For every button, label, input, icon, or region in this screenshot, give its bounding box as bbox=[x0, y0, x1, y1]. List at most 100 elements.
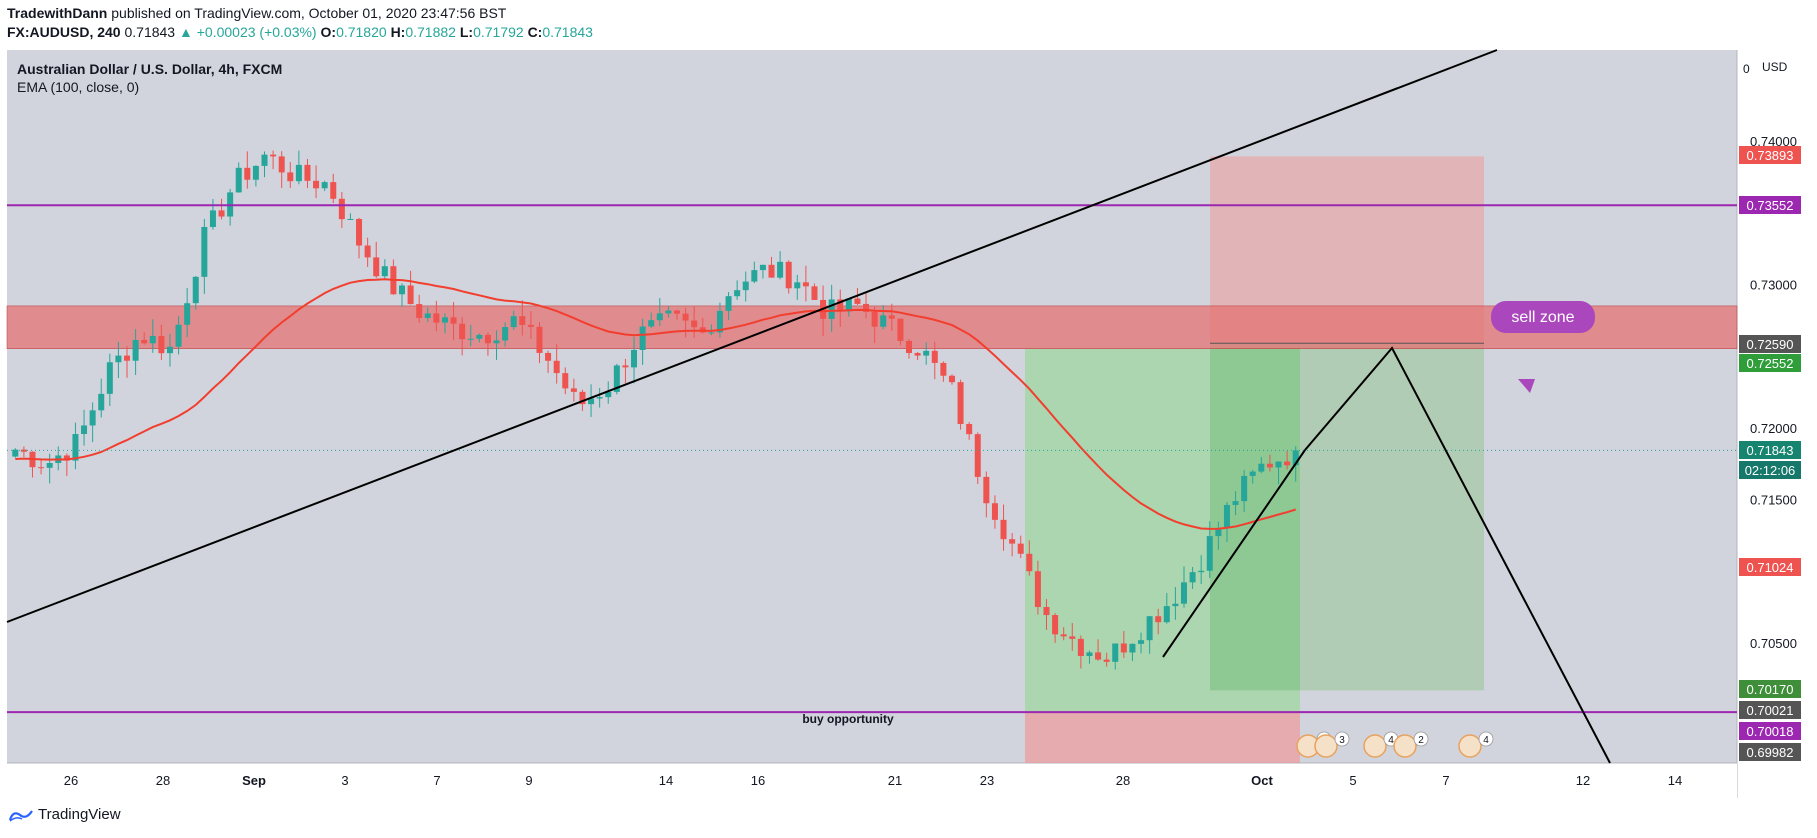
publish-line: TradewithDann published on TradingView.c… bbox=[7, 4, 1807, 23]
event-flag-icon[interactable] bbox=[1458, 734, 1482, 758]
close-label: C: bbox=[527, 24, 543, 40]
candle-body bbox=[631, 349, 638, 368]
x-tick-label-8: 21 bbox=[888, 773, 902, 788]
price-tag bbox=[1739, 335, 1801, 353]
candle-body bbox=[734, 290, 741, 297]
candle-body bbox=[725, 296, 732, 311]
author-name[interactable]: TradewithDann bbox=[7, 5, 108, 21]
price-tag-label: 0.72552 bbox=[1747, 356, 1794, 371]
candle-body bbox=[1103, 659, 1110, 662]
x-tick-label-2: Sep bbox=[242, 773, 266, 788]
candle-body bbox=[931, 350, 938, 363]
candle-body bbox=[837, 299, 844, 312]
candle-body bbox=[940, 362, 947, 376]
symbol-label: FX:AUDUSD, 240 bbox=[7, 24, 121, 40]
instrument-title: Australian Dollar / U.S. Dollar, 4h, FXC… bbox=[17, 61, 283, 77]
candle-body bbox=[613, 365, 620, 392]
price-tag bbox=[1739, 196, 1801, 214]
candle-body bbox=[12, 449, 19, 457]
candle-body bbox=[175, 324, 182, 347]
candle-body bbox=[1258, 463, 1265, 472]
candle-body bbox=[1129, 643, 1136, 653]
time-axis[interactable] bbox=[7, 763, 1737, 798]
candle-body bbox=[991, 503, 998, 520]
price-tag bbox=[1739, 354, 1801, 372]
candle-body bbox=[115, 355, 122, 363]
buy-opportunity-label: buy opportunity bbox=[802, 712, 894, 726]
candle-body bbox=[639, 326, 646, 350]
short-trendline[interactable] bbox=[1162, 449, 1306, 658]
price-tag-label: 0.70170 bbox=[1747, 682, 1794, 697]
candle-body bbox=[201, 226, 208, 277]
x-tick-label-9: 23 bbox=[980, 773, 994, 788]
candle-body bbox=[1138, 640, 1145, 644]
candle-body bbox=[450, 317, 457, 324]
candle-body bbox=[716, 310, 723, 333]
candle-body bbox=[1284, 461, 1291, 466]
candle-body bbox=[708, 332, 715, 334]
candle-body bbox=[665, 310, 672, 314]
long-trendline[interactable] bbox=[6, 49, 1498, 623]
last-price: 0.71843 bbox=[124, 24, 176, 40]
candle-body bbox=[381, 266, 388, 277]
candle-body bbox=[158, 335, 165, 354]
candle-body bbox=[1120, 643, 1127, 653]
price-tag-label: 0.72590 bbox=[1747, 337, 1794, 352]
candle-body bbox=[89, 410, 96, 426]
ema-line[interactable] bbox=[15, 278, 1296, 530]
low-label: L: bbox=[459, 24, 474, 40]
tradingview-brand[interactable]: TradingView bbox=[38, 806, 121, 823]
price-scale[interactable] bbox=[1737, 50, 1817, 798]
candle-body bbox=[235, 167, 242, 193]
candle-body bbox=[459, 323, 466, 340]
candle-body bbox=[828, 299, 835, 319]
candle-body bbox=[218, 210, 225, 217]
x-tick-label-14: 12 bbox=[1576, 773, 1590, 788]
price-tag bbox=[1739, 680, 1801, 698]
candle-body bbox=[493, 340, 500, 344]
candle-body bbox=[888, 315, 895, 319]
event-count-4: 4 bbox=[1483, 735, 1489, 746]
price-tag-label: 0.71843 bbox=[1747, 443, 1794, 458]
candle-body bbox=[785, 261, 792, 289]
indicator-label[interactable]: EMA (100, close, 0) bbox=[17, 79, 140, 95]
low-value: 0.71792 bbox=[473, 24, 524, 40]
event-flag-icon[interactable] bbox=[1314, 734, 1338, 758]
candle-body bbox=[1112, 643, 1119, 662]
footer: TradingView bbox=[8, 806, 121, 823]
projection-path[interactable] bbox=[1304, 346, 1611, 764]
event-flag-icon[interactable] bbox=[1363, 734, 1387, 758]
price-tag bbox=[1739, 441, 1801, 459]
candle-body bbox=[46, 463, 53, 468]
candle-body bbox=[854, 298, 861, 304]
candle-body bbox=[905, 340, 913, 354]
candle-body bbox=[1060, 634, 1067, 637]
candle-body bbox=[1275, 461, 1282, 468]
candle-body bbox=[510, 316, 517, 328]
candle-body bbox=[1292, 450, 1299, 466]
y-tick-label-4: 0.70500 bbox=[1750, 636, 1797, 651]
candle-body bbox=[270, 154, 277, 157]
price-tag-label: 0.69982 bbox=[1747, 745, 1794, 760]
candle-body bbox=[553, 360, 560, 374]
event-flag-icon[interactable] bbox=[1393, 734, 1417, 758]
candle-body bbox=[373, 257, 380, 277]
sell-zone-bubble[interactable] bbox=[1491, 301, 1595, 333]
candle-body bbox=[149, 335, 156, 344]
candle-body bbox=[313, 180, 320, 189]
candle-body bbox=[321, 182, 328, 189]
ohlc-line: FX:AUDUSD, 240 0.71843 ▲ +0.00023 (+0.03… bbox=[7, 23, 1807, 42]
candle-body bbox=[124, 355, 131, 361]
currency-label: USD bbox=[1762, 60, 1788, 74]
candle-body bbox=[1095, 652, 1102, 660]
x-tick-label-4: 7 bbox=[433, 773, 440, 788]
candle-body bbox=[441, 317, 448, 323]
candle-body bbox=[1034, 571, 1041, 608]
candle-body bbox=[416, 304, 423, 319]
candle-body bbox=[1172, 603, 1179, 607]
candle-body bbox=[579, 391, 586, 405]
candle-body bbox=[1069, 636, 1076, 639]
candle-body bbox=[871, 311, 878, 327]
